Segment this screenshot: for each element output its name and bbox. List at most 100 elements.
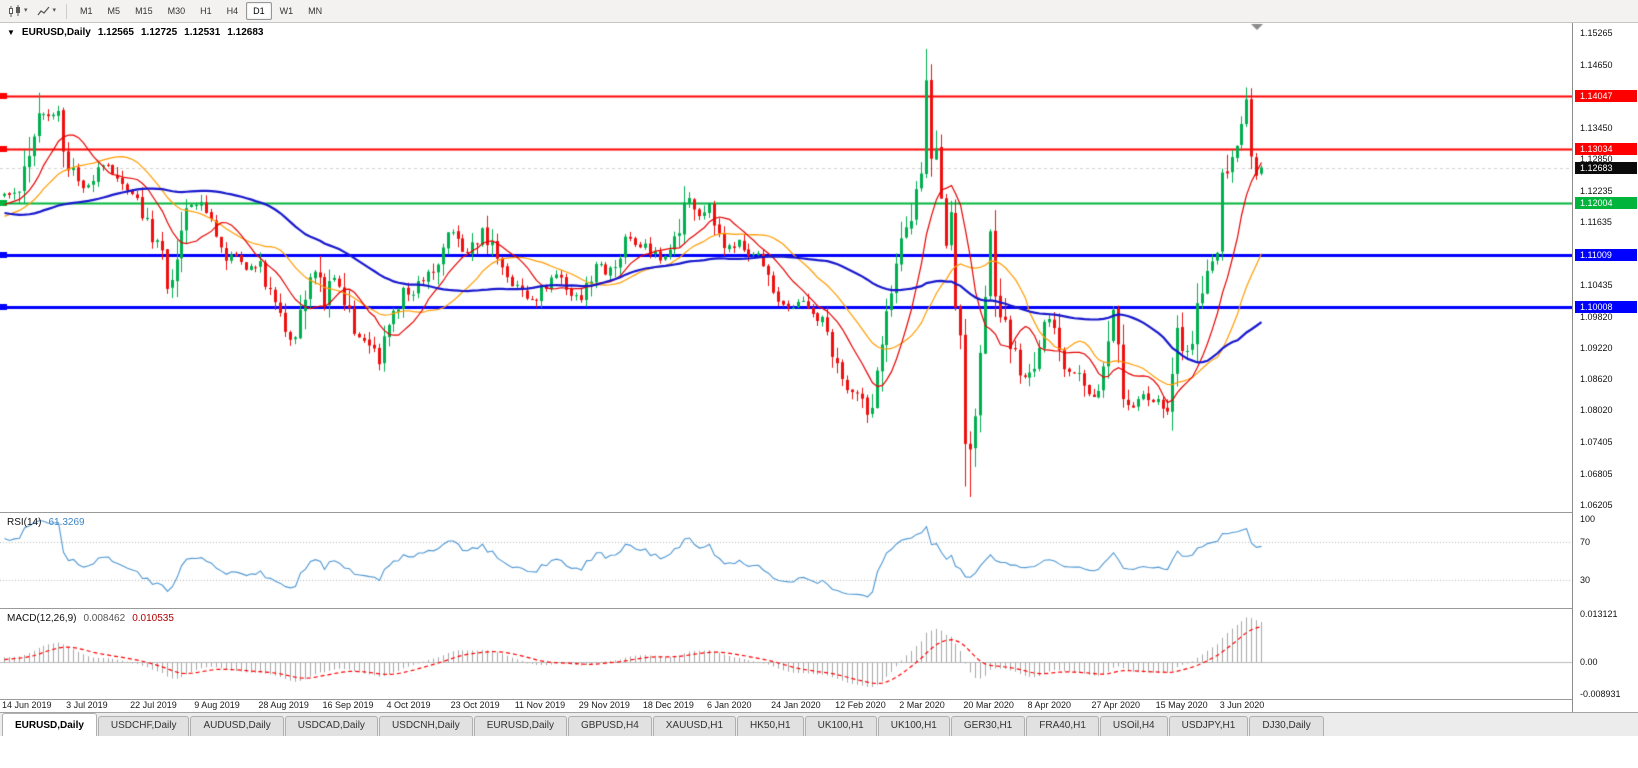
tab-xauusd-h1[interactable]: XAUUSD,H1 [652,716,737,736]
template-caret-icon: ▾ [52,7,57,14]
date-tick-label: 23 Oct 2019 [450,700,500,710]
hline-price-label: 1.10008 [1575,300,1637,313]
chart-symbol-label: EURUSD,Daily [21,27,91,38]
price-chart-canvas[interactable] [0,23,1572,513]
price-axis[interactable]: 1.15265 1.14650 1.13450 1.12850 1.12235 1.116… [1572,23,1638,712]
price-tick-label: 1.11635 [1580,217,1612,228]
rsi-level-label: 100 [1580,514,1596,524]
timeframe-button-m15[interactable]: M15 [135,6,153,16]
timeframe-button-w1[interactable]: W1 [279,6,294,16]
date-tick-label: 6 Jan 2020 [706,700,752,710]
date-tick-label: 2 Mar 2020 [899,700,945,710]
tab-audusd-daily[interactable]: AUDUSD,Daily [190,716,284,736]
date-tick-label: 14 Jun 2019 [2,700,52,710]
macd-name: MACD(12,26,9) [7,613,77,624]
ohlc-close-value: 1.12683 [227,27,264,38]
date-tick-label: 18 Dec 2019 [642,700,694,710]
macd-signal-value: 0.010535 [132,613,174,624]
ohlc-high-value: 1.12725 [140,27,178,38]
macd-panel-separator[interactable] [0,608,1638,609]
rsi-current-value: 61.3269 [48,517,85,528]
date-tick-label: 22 Jul 2019 [130,700,177,710]
timeframe-group: M1 M5 M15 M30 H1 H4 D1 W1 MN [73,2,329,20]
timeframe-button-mn[interactable]: MN [308,6,323,16]
date-tick-label: 27 Apr 2020 [1091,700,1141,710]
price-tick-label: 1.15265 [1580,28,1613,38]
rsi-panel-canvas[interactable] [0,513,1572,608]
price-tick-label: 1.07405 [1580,437,1613,448]
tab-usdchf-daily[interactable]: USDCHF,Daily [97,716,190,736]
date-tick-label: 8 Apr 2020 [1027,700,1071,710]
chart-type-caret-icon: ▾ [24,7,28,14]
macd-main-value: 0.008462 [83,613,126,624]
date-tick-label: 3 Jul 2019 [66,700,108,710]
tab-usdcad-daily[interactable]: USDCAD,Daily [284,716,378,736]
timeframe-button-m1[interactable]: M1 [80,6,93,16]
price-tick-label: 1.08620 [1580,374,1613,385]
chart-title: ▼ EURUSD,Daily 1.12565 1.12725 1.12531 1… [7,27,263,38]
price-tick-label: 1.08020 [1580,405,1613,416]
tab-dj30-daily[interactable]: DJ30,Daily [1249,716,1324,736]
chart-window: ▼ EURUSD,Daily 1.12565 1.12725 1.12531 1… [0,23,1638,712]
ohlc-open-value: 1.12565 [97,27,134,38]
top-toolbar: ▾ ▾ M1 M5 M15 M30 H1 H4 D1 W1 MN [0,0,1638,23]
tab-gbpusd-h4[interactable]: GBPUSD,H4 [567,716,652,736]
timeframe-button-m5[interactable]: M5 [107,6,121,16]
date-tick-label: 12 Feb 2020 [835,700,886,710]
tab-uk100-h1[interactable]: UK100,H1 [877,716,950,736]
timeframe-button-h1[interactable]: H1 [200,6,212,16]
price-tick-label: 1.06205 [1580,500,1613,510]
price-tick-label: 1.10435 [1580,279,1613,290]
hline-price-label: 1.14047 [1575,90,1637,103]
price-tick-label: 1.13450 [1580,122,1613,133]
tab-ger30-h1[interactable]: GER30,H1 [950,716,1026,736]
rsi-level-label: 30 [1580,574,1591,585]
rsi-indicator-label: RSI(14) 61.3269 [7,517,85,528]
hline-price-label: 1.11009 [1575,248,1637,261]
tab-usdcnh-daily[interactable]: USDCNH,Daily [378,716,473,736]
timeframe-button-d1[interactable]: D1 [246,2,272,20]
tab-fra40-h1[interactable]: FRA40,H1 [1026,716,1099,736]
price-tick-label: 1.09820 [1580,311,1613,322]
candlestick-chart-icon [9,4,20,17]
date-tick-label: 9 Aug 2019 [194,700,240,710]
tab-usoil-h4[interactable]: USOil,H4 [1099,716,1168,736]
tab-hk50-h1[interactable]: HK50,H1 [737,716,804,736]
date-tick-label: 4 Oct 2019 [386,700,431,710]
hline-price-label: 1.13034 [1575,143,1637,156]
price-tick-label: 1.12850 [1580,153,1613,164]
tab-eurusd-daily[interactable]: EURUSD,Daily [473,716,567,736]
macd-level-label: 0.013121 [1580,609,1618,619]
timeframe-button-m30[interactable]: M30 [167,6,186,16]
date-tick-label: 15 May 2020 [1155,700,1208,710]
collapse-triangle-icon[interactable]: ▼ [7,28,15,37]
status-area [0,736,1638,768]
tab-uk100-h1[interactable]: UK100,H1 [804,716,877,736]
date-tick-label: 28 Aug 2019 [258,700,309,710]
macd-panel-canvas[interactable] [0,609,1572,699]
chart-tabs-bar: EURUSD,Daily USDCHF,Daily AUDUSD,Daily USDC… [0,712,1638,736]
rsi-name: RSI(14) [7,517,42,528]
price-tick-label: 1.14650 [1580,60,1613,71]
price-tick-label: 1.06805 [1580,468,1613,479]
date-tick-label: 20 Mar 2020 [963,700,1014,710]
chart-type-button[interactable]: ▾ [4,3,32,20]
macd-indicator-label: MACD(12,26,9) 0.008462 0.010535 [7,613,174,624]
chart-template-button[interactable]: ▾ [33,3,61,20]
price-tick-label: 1.12235 [1580,185,1613,196]
hline-price-label: 1.12004 [1575,196,1637,209]
tab-eurusd-daily[interactable]: EURUSD,Daily [2,713,97,736]
line-chart-icon [36,6,50,15]
tab-usdjpy-h1[interactable]: USDJPY,H1 [1168,716,1249,736]
macd-level-label: -0.008931 [1580,689,1621,699]
date-tick-label: 24 Jan 2020 [771,700,821,710]
timeframe-button-h4[interactable]: H4 [226,6,239,16]
date-tick-label: 3 Jun 2020 [1219,700,1265,710]
price-tick-label: 1.09220 [1580,342,1613,353]
rsi-level-label: 70 [1580,536,1591,547]
date-axis-separator [0,699,1638,700]
ohlc-low-value: 1.12531 [184,27,221,38]
date-axis[interactable]: 14 Jun 2019 3 Jul 2019 22 Jul 2019 9 Aug 20… [0,700,1572,712]
rsi-panel-separator[interactable] [0,512,1638,513]
date-tick-label: 11 Nov 2019 [514,700,566,710]
